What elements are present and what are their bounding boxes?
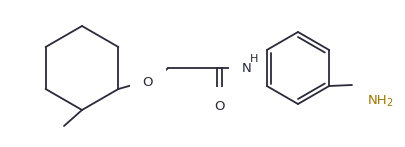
Text: NH: NH <box>367 93 387 106</box>
Text: 2: 2 <box>385 98 391 108</box>
Text: N: N <box>241 61 251 75</box>
Text: H: H <box>249 54 258 64</box>
Text: O: O <box>214 100 225 113</box>
Text: O: O <box>143 76 153 88</box>
